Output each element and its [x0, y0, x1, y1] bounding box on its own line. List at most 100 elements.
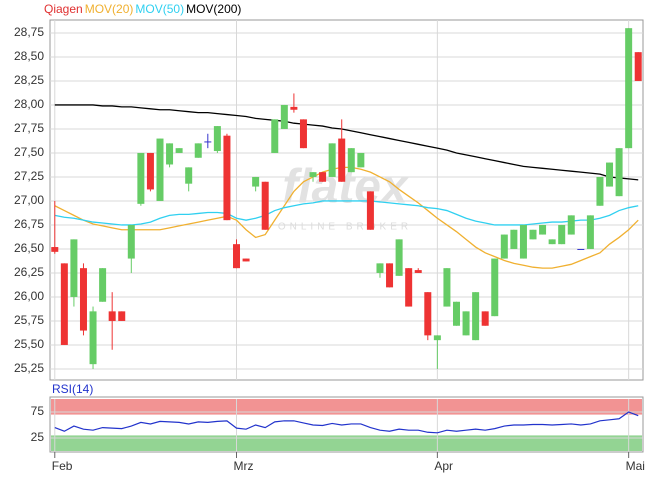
- candle-body: [366, 191, 374, 230]
- moving-average-line: [54, 104, 639, 181]
- watermark-subtitle: ONLINE BROKER: [278, 222, 412, 233]
- candle-body: [89, 311, 97, 365]
- legend-entry: MOV(200): [186, 2, 241, 16]
- candle-body: [615, 148, 623, 197]
- candle-body: [175, 148, 183, 153]
- candle-body: [443, 268, 451, 307]
- candle-body: [567, 215, 575, 235]
- x-tick-label: Mrz: [234, 459, 254, 473]
- y-tick-label: 28,00: [14, 97, 44, 111]
- candle-body: [529, 229, 537, 240]
- candle-body: [60, 263, 68, 345]
- candle-body: [596, 176, 604, 206]
- legend-entry: MOV(20): [85, 2, 134, 16]
- x-tick-label: Mai: [626, 459, 645, 473]
- y-tick-label: 25: [31, 430, 45, 444]
- y-tick-label: 28,25: [14, 73, 44, 87]
- candle-body: [280, 104, 288, 129]
- rsi-line: [54, 411, 639, 434]
- moving-average-line: [54, 200, 639, 226]
- candle-body: [586, 215, 594, 249]
- y-tick-label: 26,75: [14, 217, 44, 231]
- candle-body: [271, 119, 279, 153]
- candle-body: [347, 148, 355, 173]
- candle-body: [558, 224, 566, 245]
- candle-body: [233, 244, 241, 269]
- x-tick-label: Apr: [434, 459, 453, 473]
- candle-body: [395, 239, 403, 276]
- candle-body: [146, 152, 154, 190]
- candle-body: [118, 311, 126, 321]
- candle-body: [424, 292, 432, 336]
- candle-body: [405, 268, 413, 307]
- candle-body: [433, 335, 441, 341]
- y-tick-label: 28,75: [14, 25, 44, 39]
- y-tick-label: 26,00: [14, 289, 44, 303]
- candle-body: [185, 167, 193, 184]
- candle-body: [452, 301, 460, 326]
- candle-body: [70, 239, 78, 297]
- candle-body: [166, 143, 174, 165]
- candle-body: [156, 138, 164, 201]
- candle-body: [99, 268, 107, 302]
- y-tick-label: 26,25: [14, 265, 44, 279]
- candle-body: [376, 263, 384, 273]
- candle-body: [625, 28, 633, 149]
- rsi-band: [51, 435, 642, 451]
- candle-body: [510, 229, 518, 249]
- y-tick-label: 75: [31, 404, 45, 418]
- candle-body: [634, 52, 642, 81]
- watermark: flatex: [282, 161, 410, 214]
- legend-entry: Qiagen: [44, 2, 83, 16]
- candle-body: [386, 263, 394, 288]
- candle-body: [328, 143, 336, 177]
- y-tick-label: 25,75: [14, 313, 44, 327]
- candle-body: [137, 152, 145, 204]
- legend-entry: MOV(50): [135, 2, 184, 16]
- candle-body: [548, 239, 556, 245]
- candle-body: [481, 311, 489, 326]
- candle-body: [414, 270, 422, 273]
- candle-body: [357, 152, 365, 168]
- candle-body: [299, 119, 307, 149]
- y-tick-label: 25,50: [14, 337, 44, 351]
- candle-body: [539, 224, 547, 235]
- y-tick-label: 27,75: [14, 121, 44, 135]
- candle-body: [204, 141, 212, 143]
- candle-body: [51, 247, 59, 252]
- y-tick-label: 27,00: [14, 193, 44, 207]
- y-tick-label: 26,50: [14, 241, 44, 255]
- moving-average-line: [54, 166, 639, 269]
- x-tick-label: Feb: [52, 459, 73, 473]
- rsi-band: [51, 399, 642, 415]
- candle-body: [577, 248, 585, 250]
- candle-body: [319, 172, 327, 182]
- candle-body: [338, 138, 346, 182]
- candle-body: [242, 258, 250, 262]
- candle-body: [290, 106, 298, 110]
- y-tick-label: 27,50: [14, 145, 44, 159]
- candle-body: [491, 258, 499, 317]
- candle-body: [519, 224, 527, 259]
- candle-body: [127, 224, 135, 259]
- candle-body: [462, 311, 470, 336]
- candle-body: [252, 176, 260, 187]
- price-panel: [49, 19, 644, 381]
- y-tick-label: 25,25: [14, 361, 44, 375]
- y-tick-label: 28,50: [14, 49, 44, 63]
- candle-body: [606, 162, 614, 187]
- rsi-title: RSI(14): [52, 382, 93, 396]
- candle-body: [261, 181, 269, 230]
- candle-body: [500, 234, 508, 259]
- candle-body: [108, 311, 116, 321]
- candle-body: [79, 268, 87, 331]
- candle-body: [309, 172, 317, 177]
- candle-body: [194, 143, 202, 158]
- candle-body: [223, 135, 231, 221]
- candle-body: [472, 292, 480, 341]
- y-tick-label: 27,25: [14, 169, 44, 183]
- candle-body: [213, 126, 221, 152]
